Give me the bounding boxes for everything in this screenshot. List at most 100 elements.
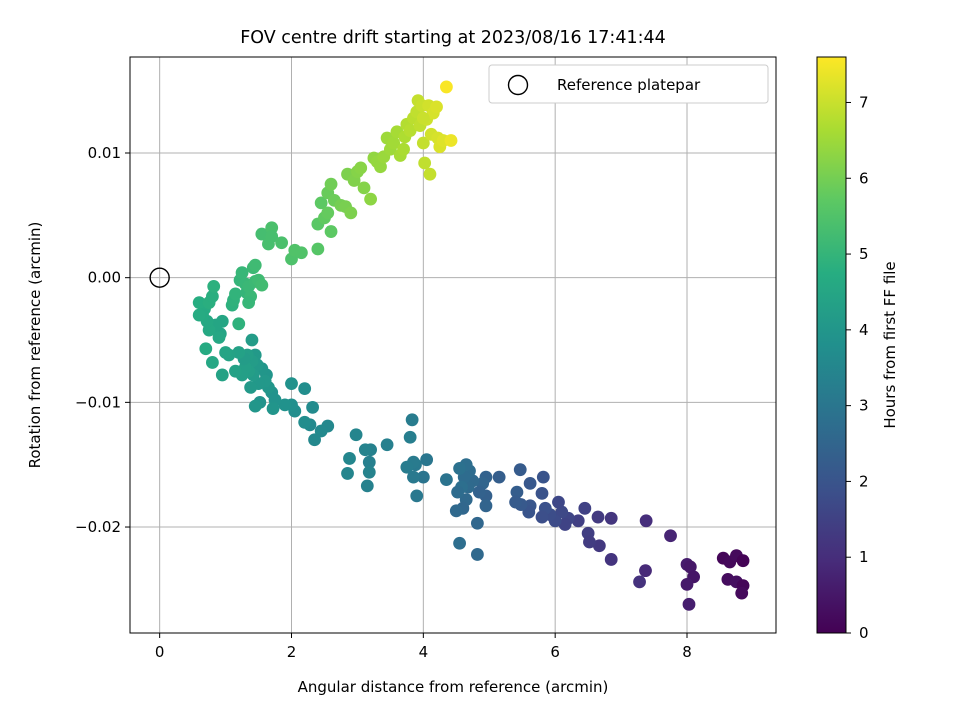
data-point <box>314 196 328 210</box>
data-point <box>479 499 493 513</box>
data-point <box>633 575 646 589</box>
colorbar-tick-label: 3 <box>859 397 869 415</box>
y-tick-label: −0.02 <box>75 518 121 536</box>
data-point <box>374 160 387 174</box>
x-tick-label: 6 <box>550 643 560 661</box>
legend-marker-reference <box>507 74 529 96</box>
data-point <box>229 364 242 378</box>
data-point <box>416 136 430 150</box>
data-point <box>420 453 434 467</box>
data-point <box>311 242 325 256</box>
data-point <box>324 225 338 238</box>
data-point <box>360 479 374 493</box>
data-point <box>255 227 269 241</box>
data-point <box>244 380 258 394</box>
data-point <box>639 564 652 578</box>
data-point <box>357 181 371 195</box>
data-point <box>403 124 417 137</box>
data-point <box>344 206 358 220</box>
y-axis-ticks: −0.02 −0.01 0.00 0.01 <box>75 144 130 536</box>
data-point <box>440 473 453 487</box>
data-point <box>205 289 219 303</box>
data-point <box>266 402 280 415</box>
data-point <box>364 192 378 206</box>
data-point <box>736 554 750 568</box>
data-point <box>354 161 368 175</box>
data-point <box>321 206 335 220</box>
data-point <box>453 536 466 550</box>
colorbar-tick-label: 7 <box>859 93 869 111</box>
data-point <box>682 597 696 611</box>
data-point <box>683 560 697 574</box>
colorbar-gradient <box>816 56 847 634</box>
data-points <box>192 80 750 611</box>
colorbar-tick-label: 0 <box>859 624 869 642</box>
data-point <box>453 462 466 475</box>
data-point <box>192 308 206 322</box>
data-point <box>416 111 430 125</box>
data-point <box>571 514 585 528</box>
data-point <box>440 80 453 94</box>
data-point <box>535 486 549 500</box>
data-point <box>380 438 394 452</box>
data-point <box>664 529 677 543</box>
data-point <box>205 356 219 369</box>
data-point <box>215 368 229 382</box>
x-tick-label: 2 <box>287 643 297 661</box>
colorbar-tick-label: 4 <box>859 321 869 339</box>
data-point <box>248 399 262 413</box>
data-point <box>472 485 486 499</box>
data-point <box>680 577 694 591</box>
data-point <box>535 510 549 524</box>
data-point <box>558 518 572 531</box>
data-point <box>255 278 269 292</box>
plot-area <box>129 56 777 634</box>
reference-marker <box>149 267 170 288</box>
data-point <box>298 415 312 429</box>
data-point <box>578 501 592 515</box>
data-point <box>207 280 221 293</box>
data-point <box>306 400 319 414</box>
data-point <box>416 470 430 484</box>
data-point <box>314 424 328 438</box>
data-point <box>407 470 420 484</box>
legend-box <box>488 64 769 104</box>
data-point <box>410 489 424 503</box>
chart-title: FOV centre drift starting at 2023/08/16 … <box>240 28 666 48</box>
data-point <box>444 134 458 147</box>
data-point <box>451 485 465 499</box>
data-point <box>492 470 506 484</box>
data-point <box>403 430 417 444</box>
y-tick-label: 0.01 <box>88 144 121 162</box>
data-point <box>430 100 443 114</box>
data-point <box>341 467 354 480</box>
data-point <box>308 433 321 447</box>
colorbar-ticks: 0 1 2 3 4 5 6 7 <box>846 93 869 642</box>
data-point <box>235 266 249 280</box>
data-point <box>639 514 653 528</box>
legend-label-reference: Reference platepar <box>557 76 701 94</box>
x-axis-ticks: 0 2 4 6 8 <box>155 633 692 661</box>
data-point <box>552 495 565 509</box>
x-tick-label: 4 <box>419 643 429 661</box>
data-point <box>470 548 484 561</box>
data-point <box>583 535 596 549</box>
data-point <box>278 398 292 412</box>
data-point <box>232 346 246 359</box>
data-point <box>285 377 298 391</box>
data-point <box>555 505 569 519</box>
data-point <box>513 463 527 477</box>
data-point <box>265 230 279 243</box>
data-point <box>358 443 372 457</box>
data-point <box>509 495 523 509</box>
data-point <box>387 136 401 150</box>
data-point <box>523 476 537 490</box>
plot-frame <box>129 56 777 634</box>
data-point <box>536 470 550 484</box>
data-point <box>229 287 242 301</box>
y-tick-label: −0.01 <box>75 393 121 411</box>
data-point <box>405 413 419 427</box>
data-point <box>212 331 226 344</box>
data-point <box>298 382 312 396</box>
